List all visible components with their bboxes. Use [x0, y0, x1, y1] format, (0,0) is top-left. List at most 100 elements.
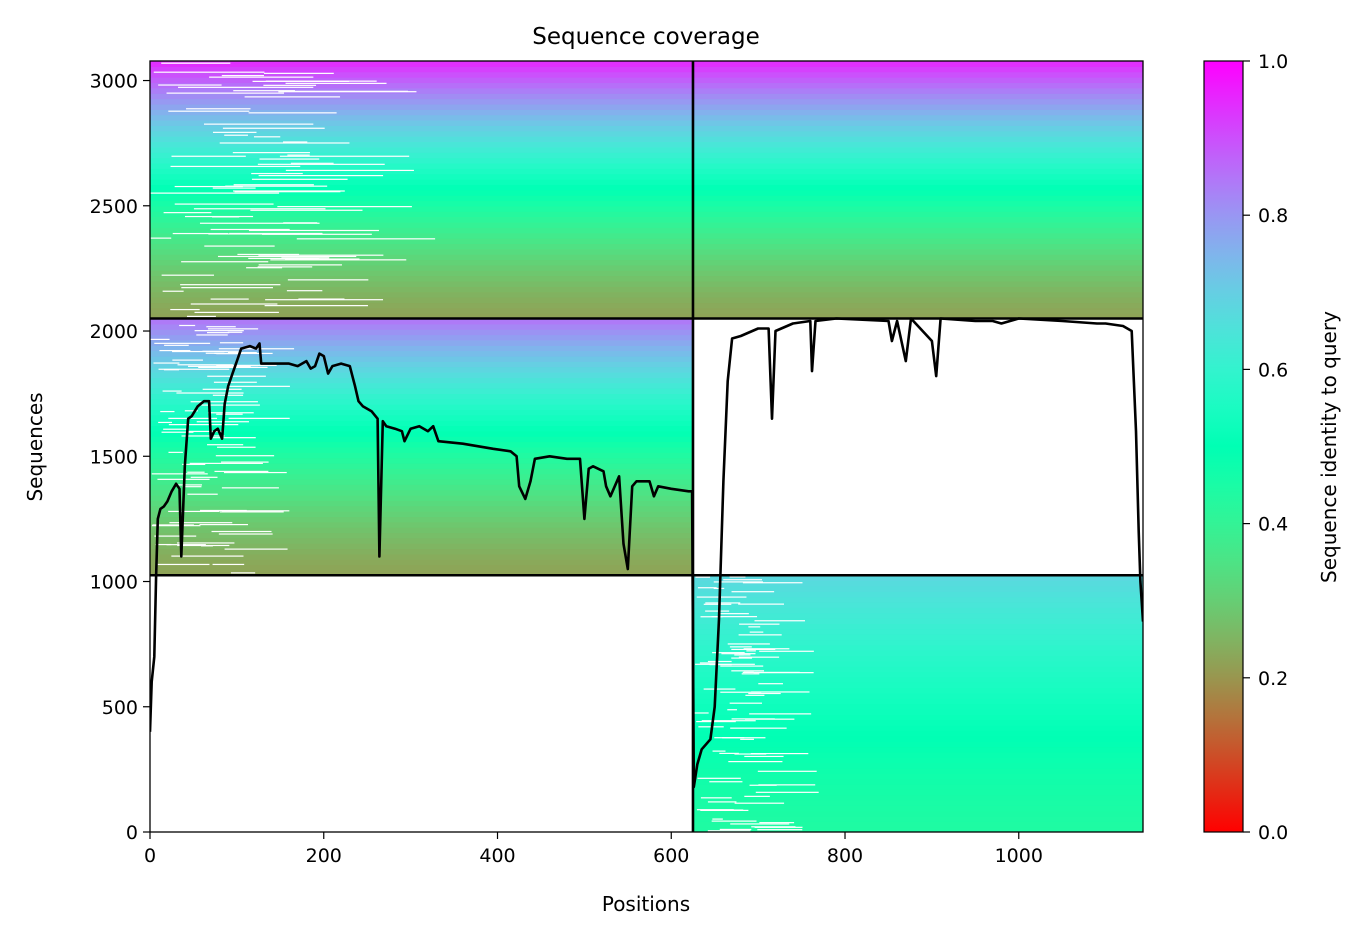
heatmap-row — [150, 452, 693, 459]
heatmap-row — [692, 634, 1143, 641]
heatmap-gap — [207, 328, 259, 330]
y-tick-label: 500 — [102, 697, 138, 719]
heatmap-gap — [177, 364, 233, 366]
heatmap-gap — [176, 392, 244, 394]
heatmap-gap — [745, 694, 765, 696]
heatmap-gap — [705, 610, 730, 612]
heatmap-gap — [154, 535, 197, 537]
heatmap-gap — [696, 809, 734, 811]
heatmap-gap — [151, 473, 208, 475]
heatmap-row — [692, 767, 1143, 774]
heatmap-gap — [257, 163, 385, 165]
heatmap-row — [150, 371, 693, 378]
heatmap-gap — [181, 287, 273, 289]
heatmap-gap — [227, 331, 243, 333]
heatmap-gap — [212, 394, 244, 396]
heatmap-row — [692, 692, 1143, 699]
y-tick-label: 3000 — [90, 71, 138, 93]
heatmap-gap — [187, 493, 218, 495]
heatmap-gap — [277, 206, 412, 208]
heatmap-gap — [166, 544, 206, 546]
heatmap-gap — [163, 428, 188, 430]
coverage-line — [150, 317, 1143, 789]
heatmap-row — [150, 179, 1143, 185]
colorbar-label: Sequence identity to query — [1317, 311, 1341, 583]
colorbar-tick-label: 0.0 — [1258, 822, 1288, 844]
heatmap-gap — [204, 245, 275, 247]
heatmap-gap — [731, 591, 775, 593]
heatmap-gap — [697, 777, 741, 779]
heatmap-row — [150, 350, 693, 357]
heatmap-gap — [188, 365, 251, 367]
heatmap-gap — [711, 616, 758, 618]
heatmap-gap — [749, 631, 764, 633]
heatmap-row — [150, 205, 1143, 212]
heatmap-gap — [170, 165, 301, 168]
heatmap-row — [150, 168, 1143, 175]
heatmap-gap — [174, 203, 274, 205]
y-tick-label: 2500 — [90, 196, 138, 218]
x-tick-label: 400 — [479, 845, 515, 867]
heatmap-row — [692, 660, 1143, 667]
heatmap-row — [692, 714, 1143, 721]
heatmap-row — [150, 323, 693, 330]
heatmap-gap — [259, 158, 320, 160]
heatmap-gap — [184, 410, 198, 412]
heatmap-row — [150, 462, 693, 469]
heatmap-gap — [211, 437, 256, 439]
heatmap-row — [692, 575, 1143, 582]
heatmap-gap — [759, 822, 795, 824]
heatmap-gap — [171, 155, 246, 157]
heatmap-row — [692, 757, 1143, 764]
heatmap-gap — [161, 274, 214, 276]
heatmap-row — [150, 307, 1143, 314]
heatmap-gap — [287, 279, 369, 281]
heatmap-row — [150, 141, 1143, 148]
heatmap-gap — [257, 266, 313, 268]
heatmap-gap — [203, 123, 314, 125]
heatmap-gap — [759, 650, 814, 652]
heatmap-gap — [190, 476, 218, 478]
heatmap-row — [150, 532, 693, 539]
heatmap-gap — [743, 671, 754, 673]
heatmap-gap — [283, 141, 308, 143]
heatmap-gap — [700, 616, 723, 618]
heatmap-gap — [213, 381, 257, 383]
heatmap-gap — [738, 656, 780, 658]
heatmap-gap — [200, 509, 247, 512]
y-tick-label: 0 — [126, 822, 138, 844]
heatmap-gap — [707, 660, 732, 663]
heatmap-row — [692, 735, 1143, 742]
heatmap-gap — [214, 470, 269, 473]
heatmap-row — [692, 596, 1143, 603]
heatmap-row — [150, 195, 1143, 202]
heatmap-gap — [758, 683, 783, 685]
heatmap-row — [150, 489, 693, 496]
heatmap-gap — [234, 191, 341, 193]
heatmap-gap — [233, 90, 295, 92]
heatmap-gap — [187, 430, 224, 433]
heatmap-row — [692, 708, 1143, 715]
heatmap-gap — [286, 290, 323, 292]
heatmap-gap — [150, 338, 170, 341]
heatmap-row — [692, 810, 1143, 817]
heatmap-gap — [695, 576, 711, 578]
heatmap-gap — [189, 462, 263, 464]
colorbar-tick-label: 0.2 — [1258, 668, 1288, 690]
heatmap-gap — [161, 62, 231, 64]
heatmap-gap — [727, 709, 737, 711]
heatmap-gap — [227, 385, 290, 387]
heatmap-row — [150, 162, 1143, 169]
heatmap-gap — [731, 657, 753, 659]
heatmap-gap — [152, 524, 194, 526]
heatmap-row — [150, 98, 1143, 105]
heatmap-row — [150, 478, 693, 485]
heatmap-gap — [196, 334, 228, 336]
heatmap-gap — [170, 308, 200, 311]
heatmap-gap — [258, 174, 384, 177]
heatmap-gap — [209, 76, 314, 78]
heatmap-gap — [205, 352, 225, 354]
heatmap-gap — [182, 486, 202, 488]
heatmap-gap — [232, 152, 310, 154]
